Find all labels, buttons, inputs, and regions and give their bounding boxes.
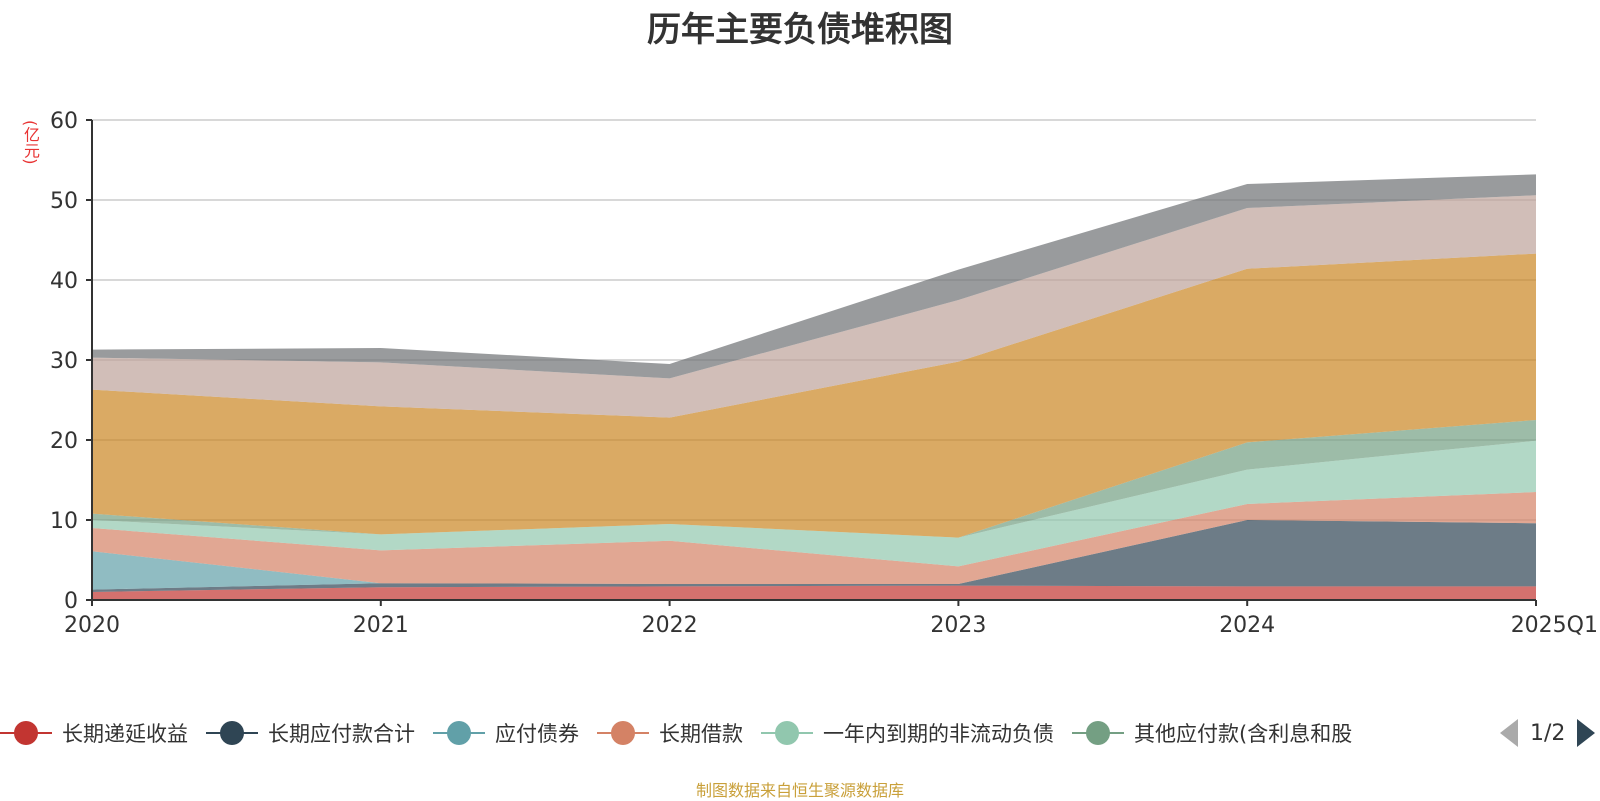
pager-prev-icon[interactable]	[1500, 719, 1518, 747]
x-tick-label: 2023	[930, 613, 986, 638]
legend-item[interactable]: 应付债券	[433, 718, 579, 748]
legend-item[interactable]: 一年内到期的非流动负债	[761, 718, 1054, 748]
legend-item[interactable]: 长期应付款合计	[206, 718, 415, 748]
y-tick-label: 0	[64, 589, 78, 614]
pager-next-icon[interactable]	[1577, 719, 1596, 747]
x-tick-label: 2020	[64, 613, 120, 638]
x-tick-labels: 2020 2021 2022 2023 2024 2025Q1	[64, 613, 1598, 638]
y-tick-label: 30	[50, 349, 78, 374]
area-series-9	[92, 174, 1536, 379]
legend-pager: 1/2	[1500, 716, 1596, 750]
pager-text: 1/2	[1530, 720, 1566, 746]
legend: 长期递延收益 长期应付款合计 应付债券 长期借款 一年内到期的非流动负债 其他应付款(含利…	[0, 716, 1370, 750]
area-series-8	[92, 195, 1536, 418]
y-tick-label: 10	[50, 509, 78, 534]
legend-label: 长期递延收益	[62, 722, 188, 746]
x-tick-label: 2025Q1	[1511, 613, 1598, 638]
x-tick-label: 2021	[353, 613, 409, 638]
legend-item[interactable]: 长期借款	[597, 718, 743, 748]
area-series-4	[92, 492, 1536, 584]
y-tick-label: 50	[50, 189, 78, 214]
legend-marker-icon	[597, 720, 649, 746]
legend-label: 长期借款	[659, 722, 743, 746]
area-series-2	[92, 520, 1536, 592]
legend-label: 长期应付款合计	[268, 722, 415, 746]
area-series-3	[92, 520, 1536, 590]
legend-marker-icon	[761, 720, 813, 746]
data-source-note: 制图数据来自恒生聚源数据库	[695, 781, 904, 800]
x-tick-label: 2024	[1219, 613, 1275, 638]
y-tick-label: 20	[50, 429, 78, 454]
chart-title: 历年主要负债堆积图	[647, 10, 953, 50]
area-series-5	[92, 440, 1536, 567]
legend-marker-icon	[206, 720, 258, 746]
area-series	[92, 174, 1536, 600]
legend-marker-icon	[433, 720, 485, 746]
y-tick-labels: 0 10 20 30 40 50 60	[50, 109, 78, 614]
y-tick-label: 40	[50, 269, 78, 294]
legend-marker-icon	[0, 720, 52, 746]
area-series-6	[92, 420, 1536, 538]
axes	[86, 119, 1537, 606]
stacked-area-chart: 0 10 20 30 40 50 60 2020 2021 2022 2023 2024 2025Q1	[50, 109, 1598, 638]
legend-marker-icon	[1072, 720, 1124, 746]
y-axis-unit: (亿元)	[21, 120, 40, 165]
legend-item[interactable]: 长期递延收益	[0, 718, 188, 748]
legend-label: 其他应付款(含利息和股	[1134, 722, 1353, 746]
legend-label: 应付债券	[495, 722, 579, 746]
y-tick-label: 60	[50, 109, 78, 134]
x-tick-label: 2022	[642, 613, 698, 638]
area-series-1	[92, 585, 1536, 600]
area-series-7	[92, 253, 1536, 538]
legend-item[interactable]: 其他应付款(含利息和股	[1072, 718, 1352, 748]
legend-label: 一年内到期的非流动负债	[823, 722, 1054, 746]
